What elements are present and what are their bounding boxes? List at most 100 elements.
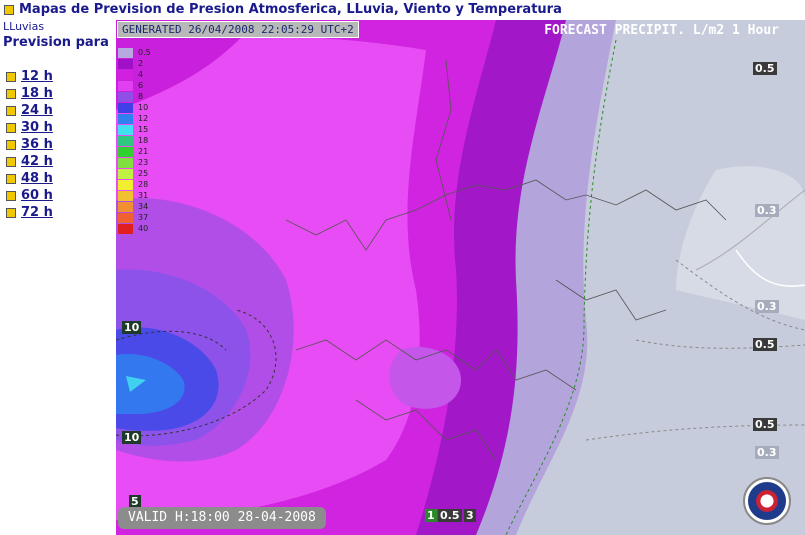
legend-swatch xyxy=(118,69,133,80)
legend-row: 23 xyxy=(118,157,160,168)
legend-label: 2 xyxy=(138,59,144,68)
forecast-hour-links: 12 h 18 h 24 h 30 h 36 h 42 h 48 h 60 h … xyxy=(0,68,116,221)
legend-label: 25 xyxy=(138,169,149,178)
isoline-0-5-west xyxy=(505,39,617,535)
legend-swatch xyxy=(118,102,133,113)
legend-row: 12 xyxy=(118,113,160,124)
generated-timestamp: GENERATED 26/04/2008 22:05:29 UTC+2 xyxy=(117,21,359,38)
legend-swatch xyxy=(118,146,133,157)
sidebar-heading: Prevision para xyxy=(3,35,109,50)
sidebar-link-24h[interactable]: 24 h xyxy=(6,102,116,119)
isoline-label: 0.3 xyxy=(755,446,779,459)
legend-row: 37 xyxy=(118,212,160,223)
bullet-icon xyxy=(6,71,16,82)
precip-band-15 xyxy=(126,376,146,392)
legend-row: 25 xyxy=(118,168,160,179)
legend-label: 23 xyxy=(138,158,149,167)
legend-label: 12 xyxy=(138,114,149,123)
isoline-10 xyxy=(116,309,277,437)
sidebar-link-36h[interactable]: 36 h xyxy=(6,136,116,153)
isoline-0-3 xyxy=(675,259,805,331)
isoline-label: 0.5 xyxy=(753,338,777,351)
coastline-bay xyxy=(735,249,805,287)
sidebar: LLuvias Prevision para 12 h 18 h 24 h 30… xyxy=(0,20,116,535)
legend-swatch xyxy=(118,179,133,190)
border-line-east xyxy=(555,279,667,321)
bullet-icon xyxy=(6,207,16,218)
page-title: Mapas de Prevision de Presion Atmosferic… xyxy=(19,2,562,17)
legend-swatch xyxy=(118,157,133,168)
legend-row: 0.5 xyxy=(118,47,160,58)
isoline-label: 10 xyxy=(122,431,142,444)
legend-swatch xyxy=(118,80,133,91)
coastline-east xyxy=(695,189,805,271)
legend-label: 6 xyxy=(138,81,144,90)
legend-row: 10 xyxy=(118,102,160,113)
legend-label: 0.5 xyxy=(138,48,151,57)
legend-swatch xyxy=(118,124,133,135)
border-line-vertical xyxy=(435,59,452,221)
legend-swatch xyxy=(118,168,133,179)
isoline-label: 1 xyxy=(425,509,437,522)
agency-logo-icon xyxy=(743,477,791,525)
sidebar-section-label: LLuvias xyxy=(3,20,45,33)
title-bullet-icon xyxy=(4,4,14,15)
precip-band-4-north xyxy=(116,20,256,110)
bullet-icon xyxy=(6,173,16,184)
legend-swatch xyxy=(118,201,133,212)
sidebar-link-72h[interactable]: 72 h xyxy=(6,204,116,221)
forecast-title: FORECAST PRECIPIT. L/m2 1 Hour xyxy=(544,23,779,38)
legend-label: 10 xyxy=(138,103,149,112)
bullet-icon xyxy=(6,139,16,150)
precipitation-legend: 0.5 2 4 6 8 10 12 15 18 21 23 25 28 31 3… xyxy=(118,47,160,234)
legend-row: 34 xyxy=(118,201,160,212)
bullet-icon xyxy=(6,88,16,99)
legend-label: 15 xyxy=(138,125,149,134)
sidebar-link-42h[interactable]: 42 h xyxy=(6,153,116,170)
bullet-icon xyxy=(6,122,16,133)
precip-band-0-5 xyxy=(416,20,616,535)
sidebar-link-12h[interactable]: 12 h xyxy=(6,68,116,85)
legend-row: 15 xyxy=(118,124,160,135)
isoline-label: 0.3 xyxy=(755,204,779,217)
legend-swatch xyxy=(118,58,133,69)
isoline-label: 0.5 xyxy=(753,418,777,431)
legend-label: 28 xyxy=(138,180,149,189)
legend-row: 31 xyxy=(118,190,160,201)
isoline-label: 5 xyxy=(129,495,141,508)
legend-swatch xyxy=(118,190,133,201)
bullet-icon xyxy=(6,105,16,116)
legend-label: 4 xyxy=(138,70,144,79)
legend-label: 34 xyxy=(138,202,149,211)
sidebar-link-48h[interactable]: 48 h xyxy=(6,170,116,187)
legend-swatch xyxy=(118,91,133,102)
legend-swatch xyxy=(118,47,133,58)
legend-label: 18 xyxy=(138,136,149,145)
precip-band-12 xyxy=(116,354,185,414)
isoline-label: 3 xyxy=(464,509,476,522)
isoline-label: 0.5 xyxy=(438,509,462,522)
isoline-label: 0.3 xyxy=(755,300,779,313)
legend-row: 18 xyxy=(118,135,160,146)
legend-swatch xyxy=(118,113,133,124)
border-line-north xyxy=(285,179,727,251)
legend-row: 28 xyxy=(118,179,160,190)
isoline-0-5-east xyxy=(635,339,805,349)
isoline-10-north xyxy=(116,330,227,351)
legend-swatch xyxy=(118,212,133,223)
legend-swatch xyxy=(118,135,133,146)
precipitation-map: GENERATED 26/04/2008 22:05:29 UTC+2 FORE… xyxy=(116,20,805,535)
title-bar: Mapas de Prevision de Presion Atmosferic… xyxy=(0,0,805,20)
legend-row: 40 xyxy=(118,223,160,234)
legend-label: 40 xyxy=(138,224,149,233)
sidebar-link-30h[interactable]: 30 h xyxy=(6,119,116,136)
isoline-label: 10 xyxy=(122,321,142,334)
sidebar-link-18h[interactable]: 18 h xyxy=(6,85,116,102)
sidebar-link-60h[interactable]: 60 h xyxy=(6,187,116,204)
valid-time-label: VALID H:18:00 28-04-2008 xyxy=(118,507,326,529)
legend-row: 6 xyxy=(118,80,160,91)
border-line-middle xyxy=(295,339,577,391)
bullet-icon xyxy=(6,156,16,167)
legend-label: 31 xyxy=(138,191,149,200)
legend-row: 8 xyxy=(118,91,160,102)
